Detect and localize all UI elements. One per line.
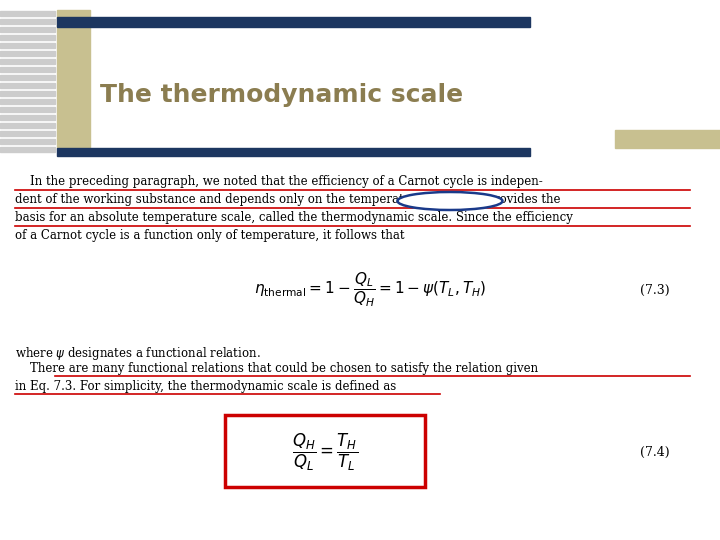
Bar <box>0 11 55 16</box>
Text: There are many functional relations that could be chosen to satisfy the relation: There are many functional relations that… <box>15 362 538 375</box>
Bar <box>0 83 55 88</box>
Bar <box>0 27 55 32</box>
Bar <box>615 130 720 148</box>
Text: where $\psi$ designates a functional relation.: where $\psi$ designates a functional rel… <box>15 345 261 362</box>
Bar <box>0 99 55 104</box>
Bar <box>0 67 55 72</box>
Bar <box>0 75 55 80</box>
Bar <box>0 35 55 40</box>
Bar <box>57 17 530 27</box>
Bar <box>0 147 55 152</box>
Bar <box>225 415 425 487</box>
Text: basis for an absolute temperature scale, called the thermodynamic scale. Since t: basis for an absolute temperature scale,… <box>15 211 573 224</box>
Text: $\dfrac{Q_H}{Q_L} = \dfrac{T_H}{T_L}$: $\dfrac{Q_H}{Q_L} = \dfrac{T_H}{T_L}$ <box>292 431 358 472</box>
Bar <box>0 123 55 128</box>
Bar <box>0 51 55 56</box>
Bar <box>0 91 55 96</box>
Bar <box>0 19 55 24</box>
Bar <box>0 131 55 136</box>
Text: In the preceding paragraph, we noted that the efficiency of a Carnot cycle is in: In the preceding paragraph, we noted tha… <box>15 175 543 188</box>
Bar <box>0 107 55 112</box>
Text: $\eta_{\mathrm{thermal}} = 1 - \dfrac{Q_L}{Q_H} = 1 - \psi(T_L, T_H)$: $\eta_{\mathrm{thermal}} = 1 - \dfrac{Q_… <box>253 271 486 309</box>
Bar <box>57 148 530 156</box>
Bar <box>0 115 55 120</box>
Bar <box>57 10 90 148</box>
Bar <box>0 59 55 64</box>
Bar <box>0 43 55 48</box>
Text: The thermodynamic scale: The thermodynamic scale <box>100 83 463 107</box>
Text: in Eq. 7.3. For simplicity, the thermodynamic scale is defined as: in Eq. 7.3. For simplicity, the thermody… <box>15 380 396 393</box>
Text: (7.3): (7.3) <box>640 284 670 296</box>
Text: (7.4): (7.4) <box>640 446 670 458</box>
Bar <box>0 139 55 144</box>
Text: of a Carnot cycle is a function only of temperature, it follows that: of a Carnot cycle is a function only of … <box>15 229 405 242</box>
Text: dent of the working substance and depends only on the temperature. This fact pro: dent of the working substance and depend… <box>15 193 560 206</box>
Ellipse shape <box>397 192 503 210</box>
